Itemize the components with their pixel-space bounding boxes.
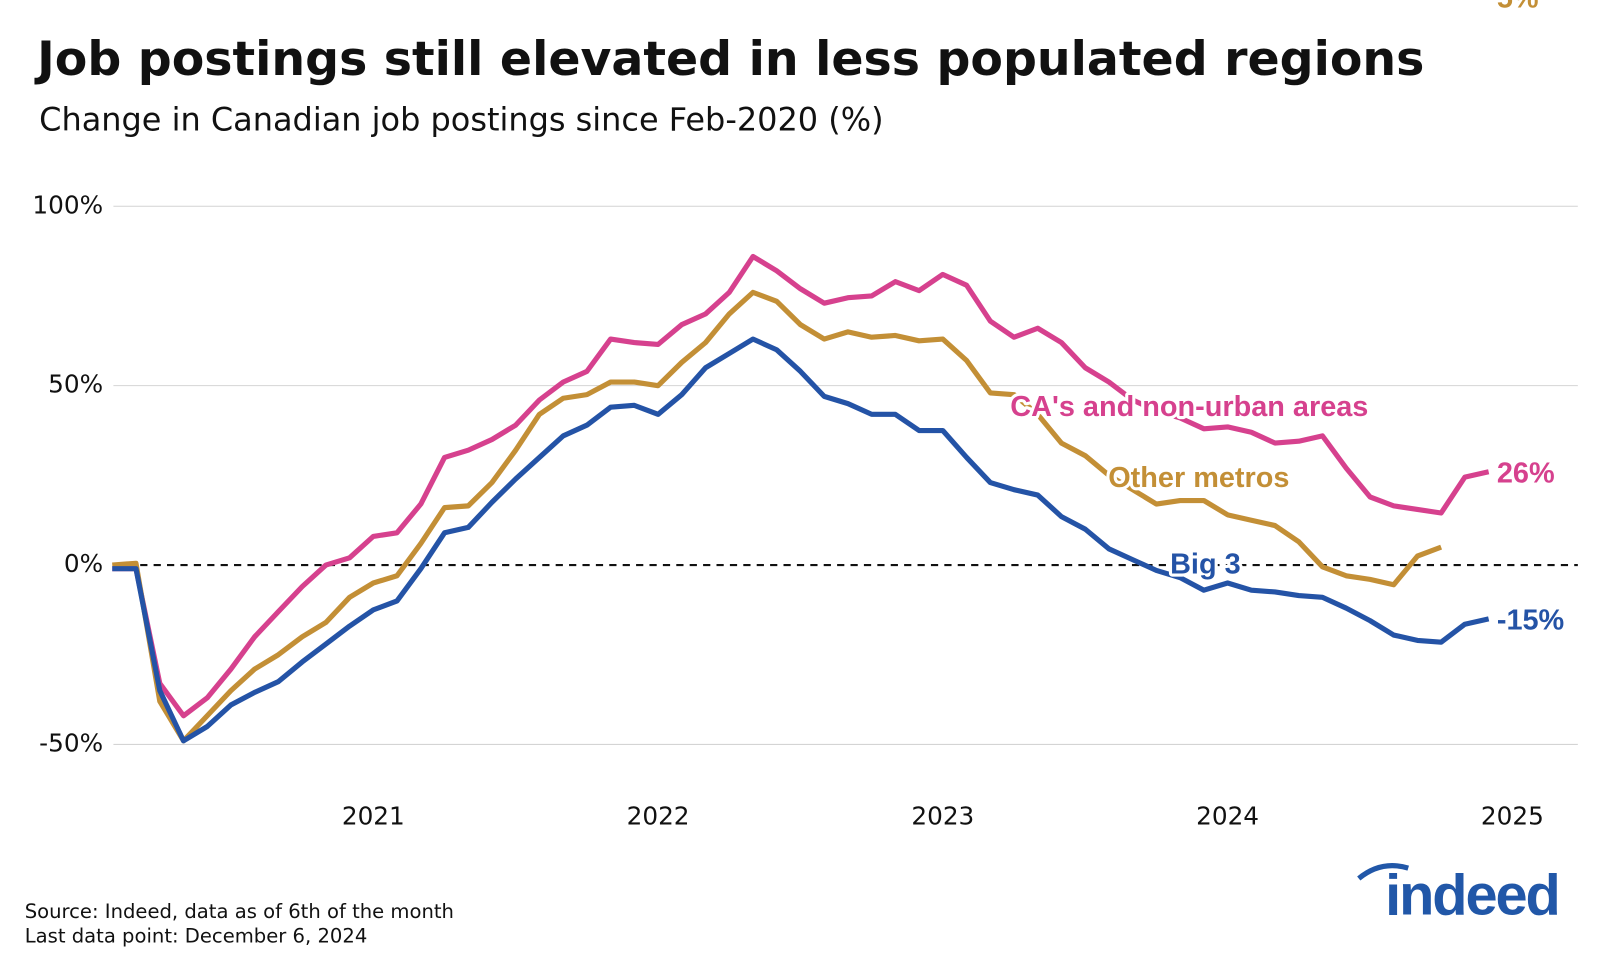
value-label: 26% xyxy=(1497,457,1555,489)
x-tick-label: 2022 xyxy=(627,802,690,831)
x-tick-label: 2024 xyxy=(1196,802,1259,831)
y-tick-label: 0% xyxy=(64,549,103,578)
chart-title: Job postings still elevated in less popu… xyxy=(34,32,1424,87)
x-tick-label: 2025 xyxy=(1481,802,1544,831)
last-point-note: Last data point: December 6, 2024 xyxy=(25,925,368,948)
y-tick-label: 50% xyxy=(48,370,103,399)
source-note: Source: Indeed, data as of 6th of the mo… xyxy=(25,900,454,923)
x-tick-label: 2023 xyxy=(911,802,974,831)
value-label: 5% xyxy=(1497,0,1539,15)
series-label: Other metros xyxy=(1108,462,1289,494)
series-label: Big 3 xyxy=(1170,549,1241,581)
y-tick-label: -50% xyxy=(39,728,103,757)
series-line xyxy=(112,253,1490,719)
logo-arc xyxy=(1357,863,1410,881)
value-label: -15% xyxy=(1497,605,1564,637)
x-tick-label: 2021 xyxy=(342,802,405,831)
chart-subtitle: Change in Canadian job postings since Fe… xyxy=(39,101,883,139)
series-line xyxy=(112,336,1490,744)
series-line xyxy=(112,289,1443,744)
logo: indeed xyxy=(1385,863,1559,927)
y-tick-label: 100% xyxy=(32,190,103,219)
series-label: CA's and non-urban areas xyxy=(1010,391,1368,423)
